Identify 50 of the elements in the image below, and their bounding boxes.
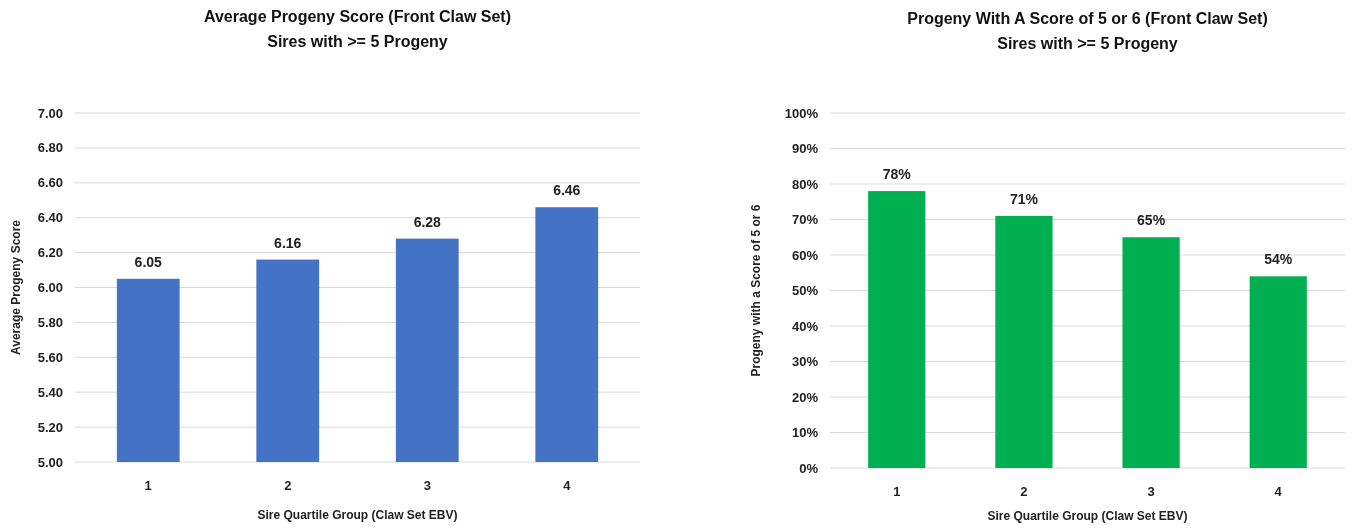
chart-title: Progeny With A Score of 5 or 6 (Front Claw Set) (907, 10, 1268, 27)
data-label: 6.28 (413, 213, 442, 230)
chart-title: Average Progeny Score (Front Claw Set) (203, 8, 512, 25)
y-tick-label: 5.00 (37, 454, 63, 470)
x-tick-label: 2 (284, 478, 292, 493)
y-tick-label: 50% (791, 283, 819, 299)
data-label: 6.16 (274, 234, 302, 251)
x-tick-label: 1 (144, 478, 152, 493)
data-label: 71% (1009, 190, 1039, 207)
chart-subtitle: Sires with >= 5 Progeny (997, 35, 1178, 52)
data-label: 54% (1264, 251, 1293, 268)
y-tick-label: 6.00 (37, 280, 63, 296)
x-tick-label: 3 (1147, 484, 1155, 499)
x-tick-label: 1 (893, 484, 901, 499)
y-tick-label: 80% (791, 176, 819, 192)
x-tick-label: 4 (563, 478, 572, 493)
data-label: 78% (882, 166, 912, 183)
y-tick-label: 100% (784, 105, 819, 121)
y-tick-label: 6.60 (37, 175, 63, 191)
data-label: 6.05 (134, 253, 163, 270)
y-axis-title: Average Progeny Score (9, 219, 23, 355)
data-label: 6.46 (553, 182, 581, 199)
x-axis-title: Sire Quartile Group (Claw Set EBV) (987, 509, 1188, 523)
y-tick-label: 0% (799, 460, 819, 476)
y-tick-label: 20% (791, 389, 819, 405)
y-tick-label: 6.40 (37, 210, 63, 226)
bar (995, 215, 1053, 468)
y-axis-title: Progeny with a Score of 5 or 6 (749, 204, 763, 377)
y-tick-label: 60% (791, 247, 819, 263)
y-tick-label: 5.60 (37, 349, 63, 365)
y-tick-label: 5.80 (37, 314, 63, 330)
y-tick-label: 40% (791, 318, 819, 334)
y-tick-label: 10% (791, 425, 819, 441)
y-tick-label: 90% (791, 141, 819, 157)
y-tick-label: 5.40 (37, 384, 63, 400)
x-tick-label: 3 (423, 478, 431, 493)
bar (868, 191, 926, 468)
y-tick-label: 6.20 (37, 245, 63, 261)
y-tick-label: 6.80 (37, 140, 63, 156)
x-tick-label: 4 (1274, 484, 1283, 499)
y-tick-label: 30% (791, 354, 819, 370)
x-tick-label: 2 (1020, 484, 1028, 499)
x-axis-title: Sire Quartile Group (Claw Set EBV) (257, 508, 458, 522)
bar (1122, 237, 1180, 468)
data-label: 65% (1137, 212, 1166, 229)
y-tick-label: 7.00 (37, 105, 63, 121)
chart-subtitle: Sires with >= 5 Progeny (267, 33, 448, 50)
y-tick-label: 5.20 (37, 419, 63, 435)
y-tick-label: 70% (791, 212, 819, 228)
bar (1249, 276, 1307, 468)
